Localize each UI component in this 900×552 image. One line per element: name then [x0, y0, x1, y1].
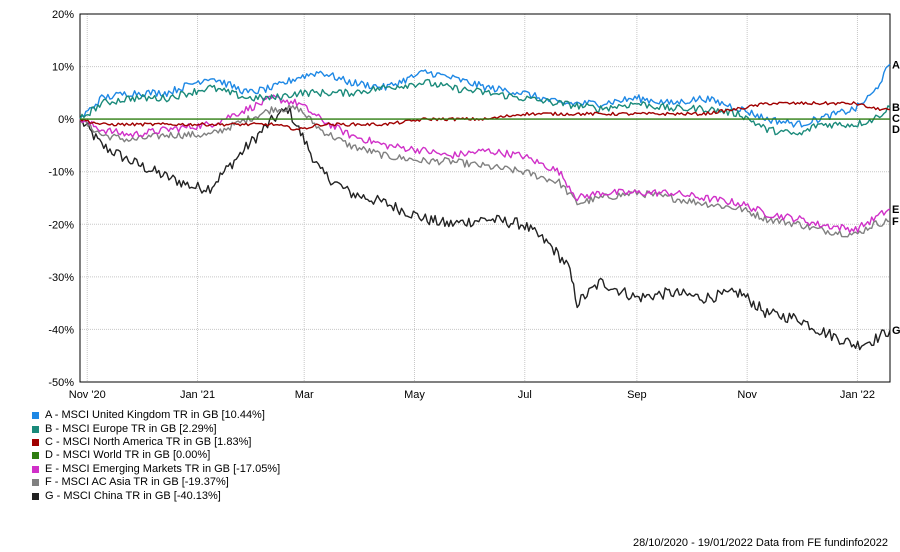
legend-swatch [32, 465, 39, 473]
legend-item-e: E - MSCI Emerging Markets TR in GB [-17.… [32, 463, 280, 476]
legend-swatch [32, 479, 39, 487]
y-tick-label: -50% [48, 377, 74, 389]
x-tick-label: Sep [627, 389, 647, 401]
data-source-footer: 28/10/2020 - 19/01/2022 Data from FE fun… [632, 537, 888, 549]
legend-label: C - MSCI North America TR in GB [1.83%] [45, 435, 252, 448]
x-tick-label: Nov [737, 389, 757, 401]
end-label-e: E [892, 204, 899, 216]
end-label-a: A [892, 59, 900, 71]
x-tick-label: Jan '22 [840, 389, 875, 401]
end-label-c: C [892, 113, 900, 125]
grid-lines [80, 13, 890, 383]
x-tick-label: May [404, 389, 425, 401]
end-labels: A BCD EF G [892, 59, 900, 337]
axes: 20% 10% 0% -10% -20% -30% -40% -50%Nov '20 Jan '… [48, 9, 891, 401]
legend-item-a: A - MSCI United Kingdom TR in GB [10.44%… [32, 409, 280, 422]
legend-swatch [32, 412, 39, 420]
legend-swatch [32, 425, 39, 433]
series-line-e [79, 94, 891, 234]
legend-item-d: D - MSCI World TR in GB [0.00%] [32, 449, 280, 462]
y-tick-label: 0% [58, 114, 74, 126]
legend-swatch [32, 492, 39, 500]
legend-swatch [32, 452, 39, 460]
legend-label: B - MSCI Europe TR in GB [2.29%] [45, 422, 217, 435]
legend-label: E - MSCI Emerging Markets TR in GB [-17.… [45, 462, 281, 475]
x-tick-label: Jan '21 [180, 389, 215, 401]
y-tick-label: 20% [52, 9, 74, 21]
series-lines [79, 63, 891, 351]
end-label-d: D [892, 124, 900, 136]
legend: A - MSCI United Kingdom TR in GB [10.44%… [32, 409, 280, 503]
end-label-f: F [892, 216, 899, 228]
x-tick-label: Nov '20 [69, 389, 106, 401]
legend-label: G - MSCI China TR in GB [-40.13%] [45, 489, 221, 502]
legend-swatch [32, 438, 39, 446]
legend-item-g: G - MSCI China TR in GB [-40.13%] [32, 489, 280, 502]
series-line-f [79, 104, 891, 238]
legend-item-b: B - MSCI Europe TR in GB [2.29%] [32, 422, 280, 435]
x-tick-label: Jul [518, 389, 532, 401]
plot-frame [79, 13, 891, 383]
y-tick-label: -40% [48, 324, 74, 336]
y-tick-label: -30% [48, 272, 74, 284]
x-tick-label: Mar [295, 389, 314, 401]
y-tick-label: -20% [48, 219, 74, 231]
series-line-b [79, 78, 891, 136]
series-line-g [79, 107, 891, 351]
y-tick-label: 10% [52, 62, 74, 74]
legend-item-f: F - MSCI AC Asia TR in GB [-19.37%] [32, 476, 280, 489]
series-line-a [79, 63, 891, 128]
legend-label: A - MSCI United Kingdom TR in GB [10.44%… [45, 409, 265, 422]
end-label-g: G [892, 325, 900, 337]
end-label-b: B [892, 102, 900, 114]
legend-item-c: C - MSCI North America TR in GB [1.83%] [32, 436, 280, 449]
legend-label: D - MSCI World TR in GB [0.00%] [45, 449, 211, 462]
legend-label: F - MSCI AC Asia TR in GB [-19.37%] [45, 476, 229, 489]
y-tick-label: -10% [48, 167, 74, 179]
